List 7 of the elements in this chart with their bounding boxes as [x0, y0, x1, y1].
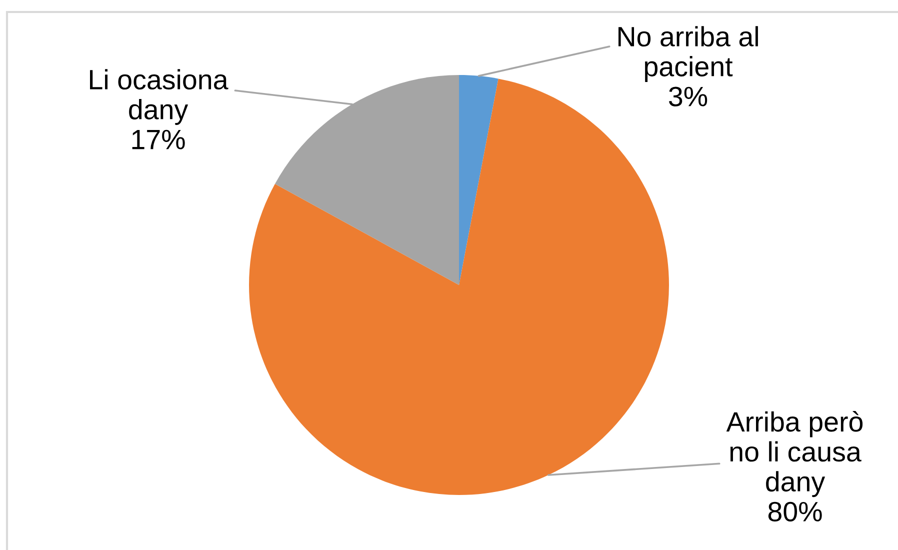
slice-label: Li ocasiona dany — [90, 69, 228, 125]
slice-label: No arriba al pacient — [618, 26, 758, 82]
data-label: 80% — [768, 502, 822, 522]
data-label: 3% — [668, 86, 708, 106]
data-label: 17% — [132, 130, 185, 150]
slice-label: Arriba però no li causa dany — [726, 411, 863, 498]
pie-slice — [459, 75, 498, 285]
